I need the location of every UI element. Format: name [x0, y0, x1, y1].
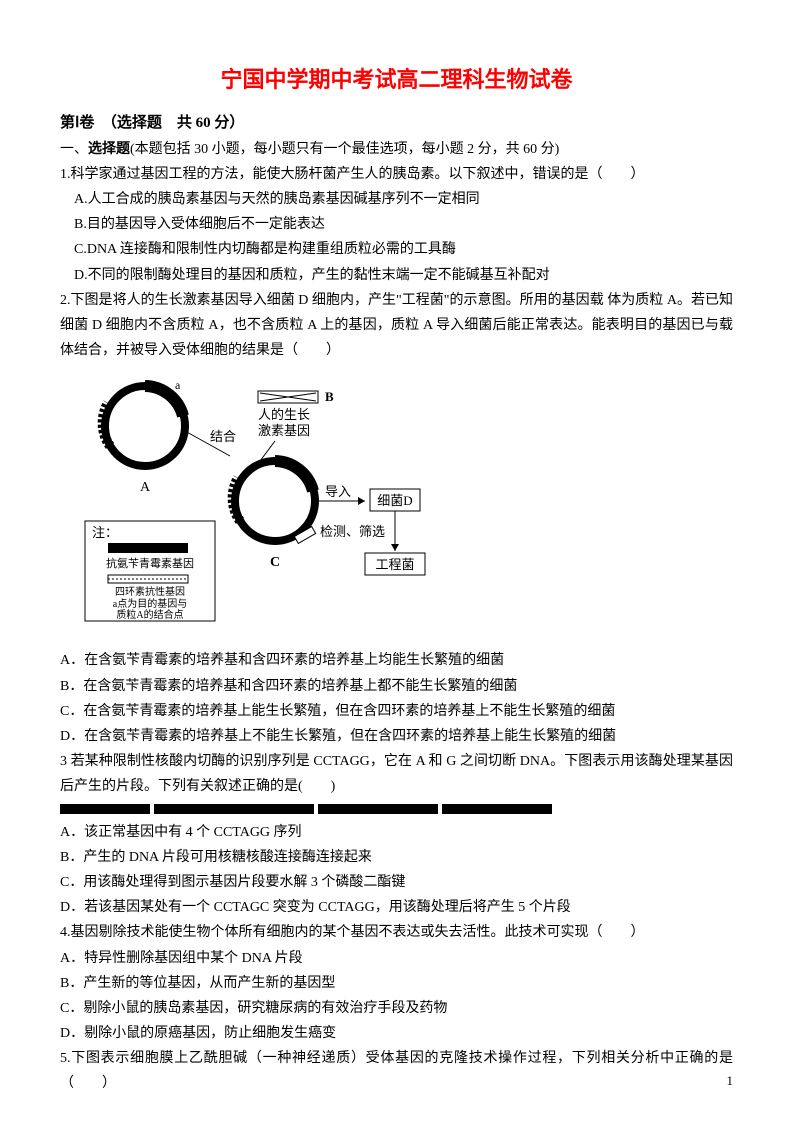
label-engineered: 工程菌 [375, 557, 414, 572]
legend-box: 注： 抗氨苄青霉素基因 四环素抗性基因 a点为目的基因与 质粒A的结合点 [85, 521, 215, 621]
q3-stem: 3 若某种限制性核酸内切酶的识别序列是 CCTAGG，它在 A 和 G 之间切断… [60, 749, 733, 799]
q2-option-b: B．在含氨苄青霉素的培养基和含四环素的培养基上都不能生长繁殖的细菌 [60, 674, 733, 699]
mc-intro: 一、选择题(本题包括 30 小题，每小题只有一个最佳选项，每小题 2 分，共 6… [60, 137, 733, 162]
q4-option-a: A．特异性删除基因组中某个 DNA 片段 [60, 946, 733, 971]
plasmid-a-icon: a [103, 378, 185, 466]
q3-fragment-bars [60, 804, 733, 814]
legend-note2b: a点为目的基因与 [113, 597, 187, 610]
q3-option-d: D．若该基因某处有一个 CCTAGC 突变为 CCTAGG，用该酶处理后将产生 … [60, 895, 733, 920]
plasmid-c-label: C [270, 555, 280, 570]
legend-note1: 抗氨苄青霉素基因 [106, 556, 194, 570]
q2-option-a: A．在含氨苄青霉素的培养基和含四环素的培养基上均能生长繁殖的细菌 [60, 648, 733, 673]
label-combine: 结合 [210, 429, 236, 444]
q4-stem: 4.基因剔除技术能使生物个体所有细胞内的某个基因不表达或失去活性。此技术可实现（… [60, 920, 733, 945]
label-b: B [325, 389, 334, 404]
q2-stem: 2.下图是将人的生长激素基因导入细菌 D 细胞内，产生"工程菌"的示意图。所用的… [60, 288, 733, 364]
q2-diagram: a A B 人的生长 激素基因 结合 C 导入 细菌D 检测、筛选 工程菌 注：… [80, 371, 733, 640]
q4-option-b: B．产生新的等位基因，从而产生新的基因型 [60, 971, 733, 996]
label-gene-1: 人的生长 [258, 407, 310, 422]
label-bacteria-d: 细菌D [377, 493, 412, 508]
q1-option-b: B.目的基因导入受体细胞后不一定能表达 [60, 212, 733, 237]
q3-option-c: C．用该酶处理得到图示基因片段要水解 3 个磷酸二酯键 [60, 870, 733, 895]
label-gene-2: 激素基因 [258, 423, 310, 438]
legend-note2a: 四环素抗性基因 [115, 585, 185, 598]
q2-option-c: C．在含氨苄青霉素的培养基上能生长繁殖，但在含四环素的培养基上不能生长繁殖的细菌 [60, 699, 733, 724]
plasmid-c-icon [233, 461, 316, 543]
label-detect: 检测、筛选 [320, 524, 385, 539]
legend-title: 注： [92, 525, 118, 540]
exam-title: 宁国中学期中考试高二理科生物试卷 [60, 60, 733, 100]
q3-option-b: B．产生的 DNA 片段可用核糖核酸连接酶连接起来 [60, 845, 733, 870]
q1-stem: 1.科学家通过基因工程的方法，能使大肠杆菌产生人的胰岛素。以下叙述中，错误的是（… [60, 162, 733, 187]
plasmid-a-label: A [140, 480, 151, 495]
q1-option-d: D.不同的限制酶处理目的基因和质粒，产生的黏性末端一定不能碱基互补配对 [60, 263, 733, 288]
q4-option-c: C．剔除小鼠的胰岛素基因，研究糖尿病的有效治疗手段及药物 [60, 996, 733, 1021]
fragment-bar [60, 804, 150, 814]
label-a-dot: a [175, 378, 181, 392]
section-1-header: 第Ⅰ卷 （选择题 共 60 分） [60, 110, 733, 137]
q2-option-d: D．在含氨苄青霉素的培养基上不能生长繁殖，但在含四环素的培养基上能生长繁殖的细菌 [60, 724, 733, 749]
gene-b-box: B 人的生长 激素基因 [258, 389, 334, 438]
q1-option-c: C.DNA 连接酶和限制性内切酶都是构建重组质粒必需的工具酶 [60, 237, 733, 262]
fragment-bar [318, 804, 438, 814]
q5-stem: 5.下图表示细胞膜上乙酰胆碱（一种神经递质）受体基因的克隆技术操作过程，下列相关… [60, 1046, 733, 1096]
page-number: 1 [727, 1069, 734, 1092]
q4-option-d: D．剔除小鼠的原癌基因，防止细胞发生癌变 [60, 1021, 733, 1046]
legend-note2c: 质粒A的结合点 [116, 608, 183, 621]
q3-option-a: A．该正常基因中有 4 个 CCTAGG 序列 [60, 820, 733, 845]
fragment-bar [154, 804, 314, 814]
q1-option-a: A.人工合成的胰岛素基因与天然的胰岛素基因碱基序列不一定相同 [60, 187, 733, 212]
label-insert: 导入 [325, 484, 351, 499]
fragment-bar [442, 804, 552, 814]
